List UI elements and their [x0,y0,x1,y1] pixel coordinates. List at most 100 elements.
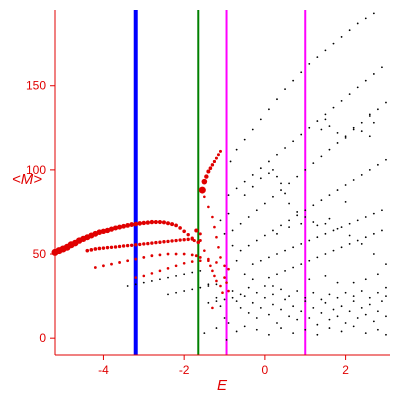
data-point-s0-72 [166,252,170,256]
data-point-s0-76 [194,254,198,258]
data-point-s1-151 [296,211,299,213]
data-point-s1-30 [300,71,303,74]
data-point-s0-71 [158,253,162,257]
data-point-s0-39 [97,246,102,251]
data-point-s1-7 [183,273,186,276]
data-point-s1-51 [308,126,311,129]
data-point-s1-161 [368,113,371,116]
data-point-s1-215 [280,288,282,291]
data-point-s1-146 [272,168,274,171]
data-point-s1-157 [344,137,347,139]
data-point-s1-78 [368,115,371,117]
data-point-s1-128 [356,239,359,242]
data-point-s1-154 [324,118,327,121]
data-points [51,12,387,341]
data-point-s1-58 [364,79,367,82]
data-point-s1-116 [381,209,383,212]
data-point-s1-252 [251,278,254,281]
data-point-s0-55 [162,240,166,244]
data-point-s1-199 [348,310,351,313]
data-point-s1-200 [352,300,355,303]
data-point-s0-62 [190,237,194,241]
data-point-s0-64 [102,264,105,268]
data-point-s1-22 [235,148,238,151]
data-point-s1-28 [284,88,286,90]
data-point-s1-69 [296,175,299,178]
data-point-s1-243 [364,332,367,335]
data-point-s1-85 [272,229,274,232]
data-point-s1-159 [360,130,363,133]
data-point-s0-51 [146,241,150,246]
data-point-s0-123 [211,306,214,310]
data-point-s1-104 [284,249,286,252]
x-tick-label: -4 [98,363,109,377]
data-point-s1-64 [255,209,258,212]
data-point-s1-259 [324,275,327,277]
data-point-s1-223 [344,291,347,294]
data-point-s0-84 [182,261,186,265]
data-point-s1-11 [175,291,177,294]
x-axis-label: E [217,377,228,394]
data-point-s1-233 [243,325,246,328]
data-point-s0-42 [109,245,114,249]
data-point-s1-103 [276,253,278,255]
y-axis-label: <M> [12,171,42,188]
data-point-s0-65 [110,262,113,266]
data-point-s0-122 [227,289,230,293]
data-point-s0-14 [108,226,115,232]
data-point-s1-145 [268,172,270,175]
data-point-s0-88 [215,261,218,264]
data-point-s1-66 [272,195,274,198]
data-point-s0-20 [133,221,139,227]
data-point-s1-47 [276,153,278,156]
data-point-s1-122 [308,259,311,262]
data-point-s1-49 [292,140,295,143]
data-point-s0-75 [190,253,194,257]
data-point-s0-44 [117,244,122,249]
data-point-s1-141 [385,263,387,266]
data-point-s0-30 [174,223,178,228]
data-point-s1-54 [332,106,335,109]
data-point-s0-90 [227,267,230,271]
data-point-s1-254 [352,281,355,284]
data-point-s0-81 [158,269,162,273]
data-point-s1-61 [231,229,234,232]
data-point-s1-212 [255,291,258,294]
data-point-s1-81 [239,249,242,252]
data-point-s1-162 [372,121,375,124]
data-point-s0-41 [105,245,110,250]
data-point-s1-176 [255,317,258,319]
data-point-s1-99 [385,158,387,161]
data-point-s1-188 [304,300,307,303]
data-point-s1-198 [344,322,347,324]
data-point-s0-102 [207,205,210,209]
data-point-s1-255 [364,278,367,281]
data-point-s1-226 [368,296,371,299]
data-point-s1-35 [340,36,343,38]
data-point-s1-217 [296,290,299,292]
data-point-s0-13 [104,227,111,234]
data-point-s0-59 [178,238,182,242]
data-point-s1-138 [348,234,351,237]
data-point-s0-27 [161,220,166,225]
ticks: -4 -2 0 2 0 50 100 150 [26,79,349,377]
data-point-s1-227 [376,291,379,294]
y-tick-label: 50 [33,247,47,261]
data-point-s1-9 [199,269,202,272]
data-point-s1-240 [328,327,331,329]
data-point-s0-38 [93,247,98,251]
data-point-s0-18 [125,223,131,228]
data-point-s0-105 [215,235,218,239]
data-point-s0-98 [214,156,218,160]
data-point-s1-45 [259,167,262,170]
data-point-s1-178 [263,296,266,299]
data-point-s1-12 [183,290,186,292]
data-point-s1-70 [304,168,307,171]
data-point-s1-142 [243,194,246,197]
data-point-s1-244 [376,328,379,331]
data-point-s1-88 [296,214,299,217]
data-point-s0-108 [198,232,202,236]
data-point-s1-219 [312,291,315,294]
data-point-s1-139 [360,243,363,245]
data-point-s1-42 [235,187,238,190]
